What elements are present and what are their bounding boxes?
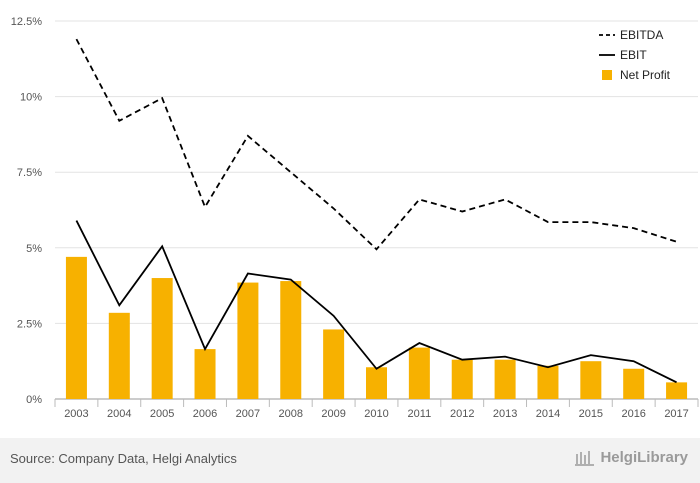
- net-profit-bar: [194, 349, 216, 399]
- grid: [55, 20, 698, 324]
- x-tick-label: 2004: [107, 408, 131, 420]
- net-profit-bar: [537, 365, 559, 399]
- net-profit-legend-label: Net Profit: [620, 68, 671, 82]
- net-profit-bar: [408, 347, 430, 399]
- x-tick-label: 2005: [150, 408, 174, 420]
- x-tick-label: 2012: [450, 408, 474, 420]
- y-tick-label: 12.5%: [11, 16, 42, 28]
- ebit-line: [75, 220, 677, 384]
- net-profit-bar: [666, 382, 688, 399]
- source-note: Source: Company Data, Helgi Analytics: [10, 451, 237, 466]
- net-profit-bar: [65, 256, 87, 399]
- y-tick-label: 2.5%: [17, 318, 42, 330]
- net-profit-bar: [451, 359, 473, 399]
- brand-logo: HelgiLibrary: [575, 449, 688, 466]
- x-tick-label: 2009: [321, 408, 345, 420]
- x-tick-label: 2010: [364, 408, 388, 420]
- x-tick-label: 2016: [621, 408, 645, 420]
- x-tick-label: 2008: [279, 408, 303, 420]
- net-profit-bar: [623, 368, 645, 399]
- net-profit-legend-swatch: [602, 70, 612, 80]
- x-tick-label: 2011: [408, 408, 432, 420]
- y-tick-label: 7.5%: [17, 167, 42, 179]
- chart: 0% 2.5% 5% 7.5% 10% 12.5% 2003 2004 2005 2006 2007…: [11, 16, 699, 420]
- net-profit-bar: [323, 329, 345, 399]
- y-tick-label: 10%: [20, 92, 42, 104]
- x-tick-label: 2007: [236, 408, 260, 420]
- axes: 0% 2.5% 5% 7.5% 10% 12.5% 2003 2004 2005 2006 2007…: [11, 16, 699, 420]
- x-tick-label: 2013: [493, 408, 517, 420]
- x-tick-label: 2006: [193, 408, 217, 420]
- net-profit-bar: [237, 282, 259, 399]
- net-profit-bar: [151, 278, 173, 399]
- legend: EBITDA EBIT Net Profit: [599, 28, 671, 82]
- line-series: [75, 38, 677, 384]
- brand-name: HelgiLibrary: [600, 449, 688, 466]
- y-tick-label: 5%: [26, 243, 42, 255]
- ebit-legend-label: EBIT: [620, 48, 647, 62]
- x-tick-label: 2003: [64, 408, 88, 420]
- net-profit-bar: [108, 312, 130, 399]
- net-profit-bars: [65, 256, 688, 399]
- x-tick-label: 2017: [664, 408, 688, 420]
- footer: Source: Company Data, Helgi Analytics He…: [0, 438, 700, 483]
- net-profit-bar: [580, 361, 602, 399]
- net-profit-bar: [366, 367, 387, 399]
- ebitda-line: [75, 38, 677, 251]
- ebitda-legend-label: EBITDA: [620, 28, 663, 42]
- library-icon: [575, 450, 595, 466]
- net-profit-bar: [494, 359, 516, 399]
- y-tick-label: 0%: [26, 394, 42, 406]
- net-profit-bar: [280, 281, 302, 399]
- x-tick-label: 2015: [579, 408, 603, 420]
- x-tick-label: 2014: [536, 408, 560, 420]
